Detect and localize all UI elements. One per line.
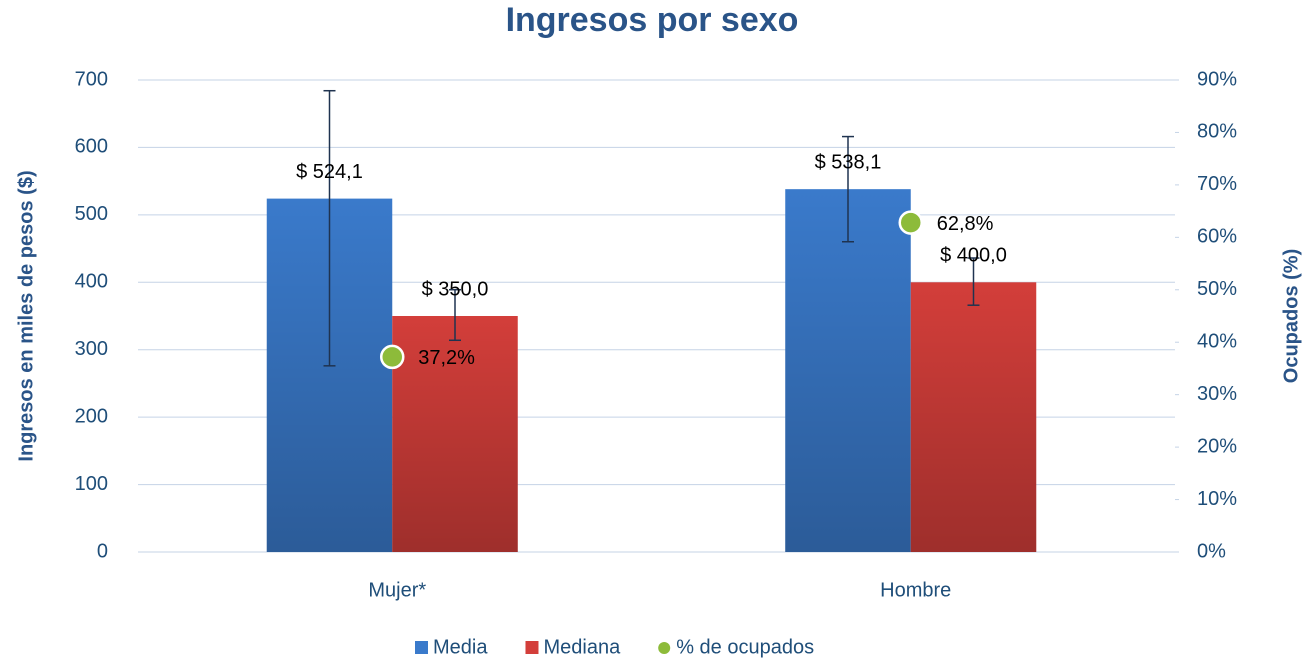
- legend-marker: [525, 641, 539, 654]
- y2-tick-label: 0%: [1197, 540, 1226, 562]
- y2-tick-label: 20%: [1197, 435, 1237, 457]
- data-label: $ 400,0: [940, 245, 1007, 267]
- y2-tick-label: 30%: [1197, 383, 1237, 405]
- y2-tick-label: 50%: [1197, 278, 1237, 300]
- bar-shade: [785, 189, 911, 552]
- data-label: $ 524,1: [296, 161, 363, 183]
- data-label: $ 350,0: [422, 278, 489, 300]
- y-tick-label: 600: [75, 136, 108, 158]
- y2-tick-label: 40%: [1197, 331, 1237, 353]
- legend-label: Mediana: [543, 636, 621, 658]
- y-tick-label: 0: [97, 540, 108, 562]
- data-label: 62,8%: [937, 213, 994, 235]
- chart-title: Ingresos por sexo: [506, 1, 799, 39]
- legend-marker: [415, 641, 428, 654]
- legend-marker: [658, 642, 671, 654]
- bar-shade: [392, 316, 518, 552]
- y2-tick-label: 10%: [1197, 488, 1237, 510]
- data-label: $ 538,1: [815, 151, 882, 173]
- y-tick-label: 500: [75, 203, 108, 225]
- y-tick-label: 100: [75, 473, 108, 495]
- y-tick-label: 700: [75, 68, 108, 90]
- point: [898, 210, 923, 235]
- data-label: 37,2%: [418, 347, 475, 369]
- x-tick-label: Hombre: [880, 579, 951, 601]
- y-axis-title: Ingresos en miles de pesos ($): [15, 170, 37, 461]
- y-tick-label: 400: [75, 271, 108, 293]
- y2-axis-title: Ocupados (%): [1280, 249, 1302, 383]
- y-tick-label: 300: [75, 338, 108, 360]
- y2-tick-label: 70%: [1197, 173, 1237, 195]
- legend-label: % de ocupados: [676, 636, 814, 658]
- y-tick-label: 200: [75, 405, 108, 427]
- point: [380, 344, 405, 370]
- x-tick-label: Mujer*: [368, 579, 426, 601]
- y2-tick-label: 80%: [1197, 121, 1237, 143]
- y2-tick-label: 90%: [1197, 68, 1237, 90]
- legend-label: Media: [433, 636, 488, 658]
- bar-shade: [910, 282, 1037, 552]
- y2-tick-label: 60%: [1197, 226, 1237, 248]
